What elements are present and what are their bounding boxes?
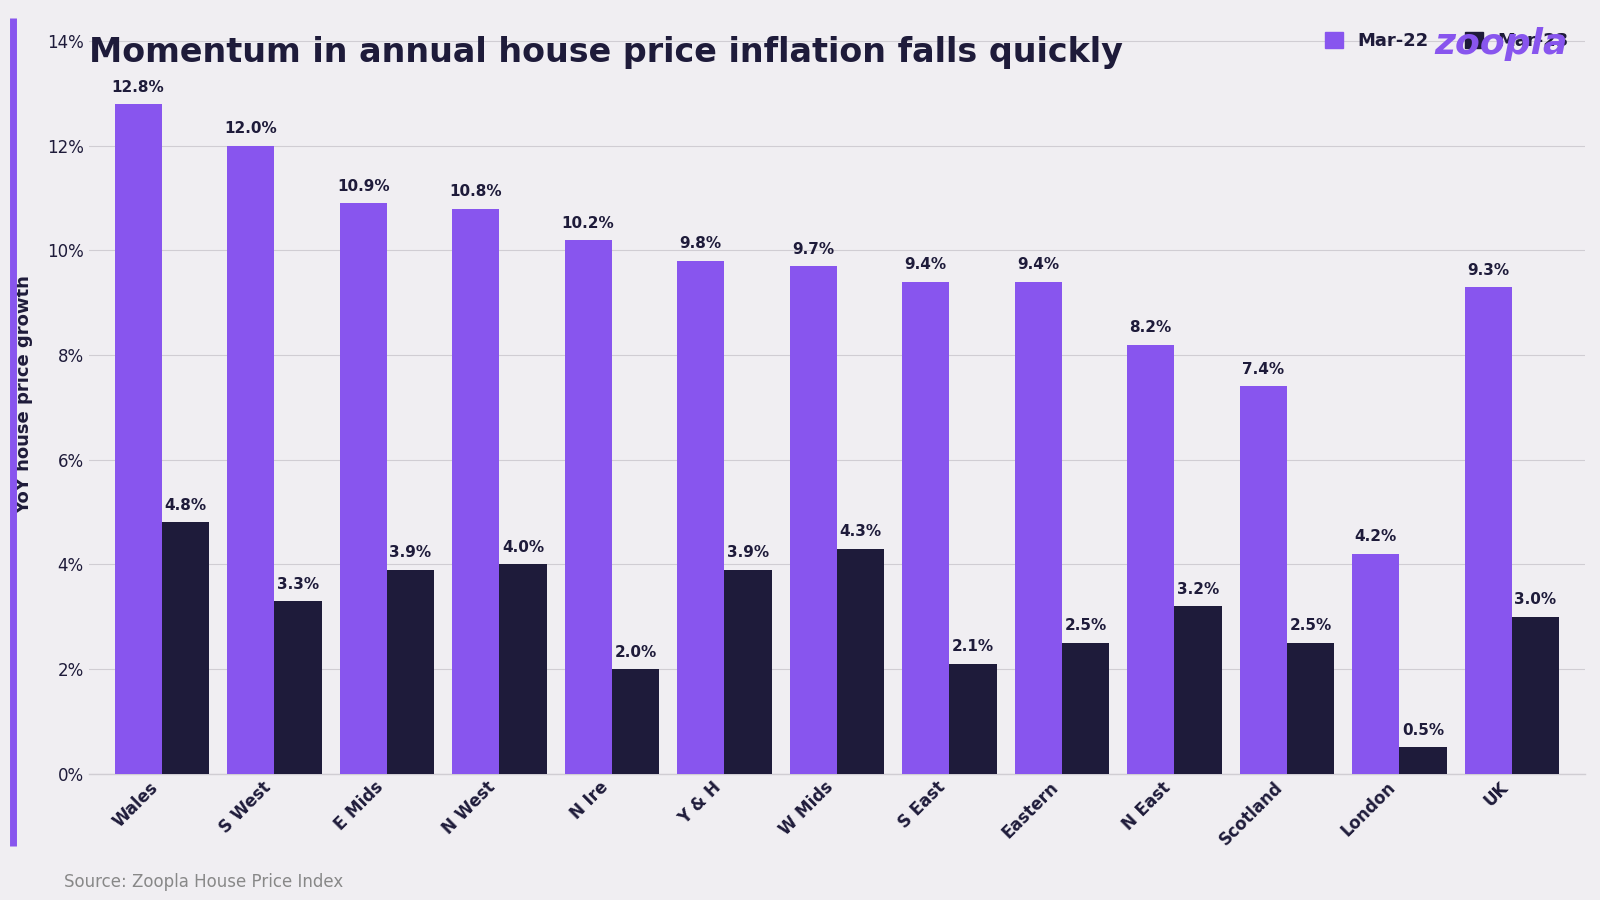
Text: 3.9%: 3.9% [389, 545, 432, 560]
Text: 12.0%: 12.0% [224, 122, 277, 137]
Bar [1126, 345, 1174, 774]
Text: 9.7%: 9.7% [792, 242, 834, 256]
Bar [949, 663, 997, 774]
Text: Momentum in annual house price inflation falls quickly: Momentum in annual house price inflation… [88, 36, 1123, 69]
Bar [1062, 643, 1109, 774]
Text: 9.4%: 9.4% [904, 257, 947, 273]
Text: 3.3%: 3.3% [277, 577, 318, 591]
Bar [1014, 282, 1062, 774]
Bar [1286, 643, 1334, 774]
Text: 10.2%: 10.2% [562, 215, 614, 230]
Bar [789, 266, 837, 774]
Bar [565, 240, 611, 774]
Text: 7.4%: 7.4% [1242, 362, 1285, 377]
Text: 3.0%: 3.0% [1515, 592, 1557, 608]
Bar [1512, 616, 1558, 774]
Text: 4.8%: 4.8% [165, 498, 206, 513]
Text: 2.5%: 2.5% [1290, 618, 1331, 634]
Text: 3.9%: 3.9% [726, 545, 770, 560]
Text: 8.2%: 8.2% [1130, 320, 1171, 335]
Bar [677, 261, 725, 774]
Bar [837, 549, 885, 774]
Text: 2.0%: 2.0% [614, 644, 656, 660]
Text: 10.9%: 10.9% [338, 179, 389, 194]
Bar [387, 570, 434, 774]
Bar [274, 601, 322, 774]
Text: 9.4%: 9.4% [1018, 257, 1059, 273]
Bar [1240, 386, 1286, 774]
Text: 10.8%: 10.8% [450, 184, 502, 199]
Text: 4.0%: 4.0% [502, 540, 544, 555]
Text: 0.5%: 0.5% [1402, 723, 1445, 738]
Bar [725, 570, 771, 774]
Text: 12.8%: 12.8% [112, 79, 165, 94]
Text: 9.3%: 9.3% [1467, 263, 1509, 277]
Bar [339, 203, 387, 774]
Text: Source: Zoopla House Price Index: Source: Zoopla House Price Index [64, 873, 344, 891]
Y-axis label: YoY house price growth: YoY house price growth [14, 274, 34, 514]
Text: 9.8%: 9.8% [680, 237, 722, 251]
Text: 4.3%: 4.3% [840, 524, 882, 539]
Text: 2.1%: 2.1% [952, 639, 994, 654]
Text: zoopla: zoopla [1435, 27, 1568, 61]
Legend: Mar-22, Mar-23: Mar-22, Mar-23 [1325, 32, 1568, 50]
Bar [115, 104, 162, 774]
Bar [227, 146, 274, 774]
Bar [902, 282, 949, 774]
Bar [453, 209, 499, 774]
Bar [611, 669, 659, 774]
Bar [162, 523, 210, 774]
Bar [1352, 554, 1400, 774]
Text: 2.5%: 2.5% [1064, 618, 1107, 634]
Bar [1174, 607, 1221, 774]
Text: 4.2%: 4.2% [1355, 529, 1397, 544]
Text: 3.2%: 3.2% [1178, 581, 1219, 597]
Bar [1464, 287, 1512, 774]
Bar [1400, 747, 1446, 774]
Bar [499, 564, 547, 774]
